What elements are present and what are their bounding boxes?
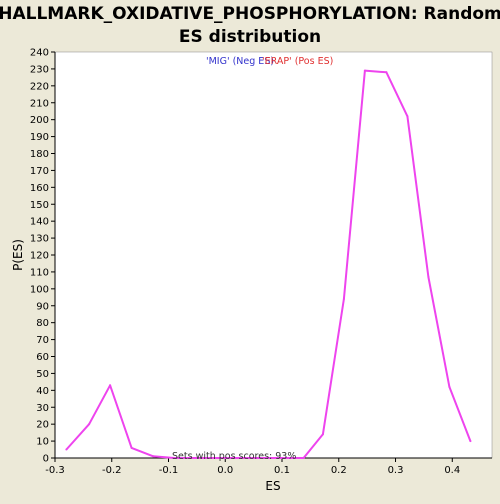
y-tick-label: 50	[36, 369, 49, 380]
series-point	[194, 457, 197, 459]
plot-area	[54, 51, 493, 459]
series-point	[448, 385, 451, 388]
series-group	[65, 69, 472, 459]
series-point	[469, 440, 472, 443]
x-tick-label: -0.3	[45, 465, 65, 476]
y-tick-label: 80	[36, 318, 49, 329]
series-point	[342, 297, 345, 300]
y-tick-label: 150	[30, 200, 49, 211]
y-tick-label: 240	[30, 48, 49, 59]
series-point	[363, 69, 366, 72]
chart-title-line-2: ES distribution	[179, 27, 321, 47]
x-tick-label: 0.0	[217, 465, 233, 476]
series-point	[65, 448, 68, 451]
series-line-0	[65, 69, 472, 459]
series-point	[216, 457, 219, 459]
series-point	[385, 71, 388, 74]
y-tick-label: 210	[30, 98, 49, 109]
y-tick-label: 200	[30, 115, 49, 126]
x-tick-label: 0.4	[444, 465, 460, 476]
y-tick-label: 180	[30, 149, 49, 160]
y-tick-label: 90	[36, 301, 49, 312]
y-tick-label: 30	[36, 403, 49, 414]
legend-neg-label: 'MIG' (Neg ES)	[206, 56, 274, 67]
y-axis-label: P(ES)	[11, 239, 25, 271]
x-tick-label: 0.2	[331, 465, 347, 476]
y-tick-label: 130	[30, 234, 49, 245]
y-tick-label: 160	[30, 183, 49, 194]
series-point	[152, 455, 155, 458]
series-point	[406, 115, 409, 118]
y-tick-label: 230	[30, 64, 49, 75]
x-axis-ticks: -0.3 -0.2 -0.1 0.0 0.1 0.2 0.3 0.4	[45, 458, 460, 476]
y-tick-label: 0	[43, 454, 49, 465]
series-point	[321, 433, 324, 436]
y-tick-label: 70	[36, 335, 49, 346]
x-tick-label: -0.1	[159, 465, 179, 476]
y-tick-label: 60	[36, 352, 49, 363]
series-point	[237, 457, 240, 459]
series-point	[109, 384, 112, 387]
chart-title-line-1: HALLMARK_OXIDATIVE_PHOSPHORYLATION: Rand…	[0, 4, 500, 24]
series-point	[88, 423, 91, 426]
y-tick-label: 100	[30, 284, 49, 295]
series-point	[281, 457, 284, 459]
x-axis-label: ES	[265, 479, 280, 493]
series-point	[302, 457, 305, 459]
y-tick-label: 120	[30, 251, 49, 262]
y-tick-label: 10	[36, 437, 49, 448]
y-tick-label: 110	[30, 267, 49, 278]
legend-pos-label: 'ERAP' (Pos ES)	[262, 56, 333, 67]
y-tick-label: 190	[30, 132, 49, 143]
series-point	[427, 275, 430, 278]
series-point	[130, 446, 133, 449]
pos-scores-annotation: Sets with pos scores: 93%	[172, 451, 296, 462]
x-tick-label: 0.3	[388, 465, 404, 476]
y-tick-label: 140	[30, 217, 49, 228]
y-tick-label: 40	[36, 386, 49, 397]
series-point	[259, 457, 262, 459]
series-point	[173, 457, 176, 459]
y-tick-label: 170	[30, 166, 49, 177]
y-tick-label: 220	[30, 81, 49, 92]
y-axis-ticks: 0 10 20 30 40 50 60 70 80 90 100 110 120 130 140 150 160…	[30, 48, 55, 465]
y-tick-label: 20	[36, 420, 49, 431]
x-tick-label: 0.1	[274, 465, 290, 476]
x-tick-label: -0.2	[102, 465, 122, 476]
